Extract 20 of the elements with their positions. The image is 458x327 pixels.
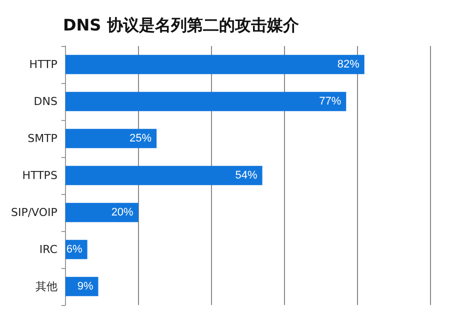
y-tick-label: IRC	[39, 243, 58, 256]
bar	[65, 54, 364, 74]
data-label: 25%	[130, 132, 152, 144]
bar	[65, 128, 157, 148]
data-label: 6%	[66, 244, 83, 256]
data-label: 54%	[235, 170, 258, 182]
y-tick-label: SMTP	[28, 132, 58, 145]
y-tick-label: 其他	[35, 280, 58, 293]
y-tick-label: HTTPS	[22, 169, 58, 182]
data-label: 82%	[337, 58, 360, 70]
y-tick-label: SIP/VOIP	[10, 206, 58, 219]
y-tick-label: DNS	[34, 95, 58, 108]
chart-title: DNS 协议是名列第二的攻击媒介	[63, 16, 300, 34]
y-tick-label: HTTP	[29, 58, 58, 71]
bar	[65, 92, 346, 112]
data-label: 9%	[77, 280, 94, 292]
data-label: 77%	[319, 96, 342, 108]
data-label: 20%	[111, 206, 134, 218]
bar	[65, 202, 138, 222]
bar	[65, 166, 262, 186]
